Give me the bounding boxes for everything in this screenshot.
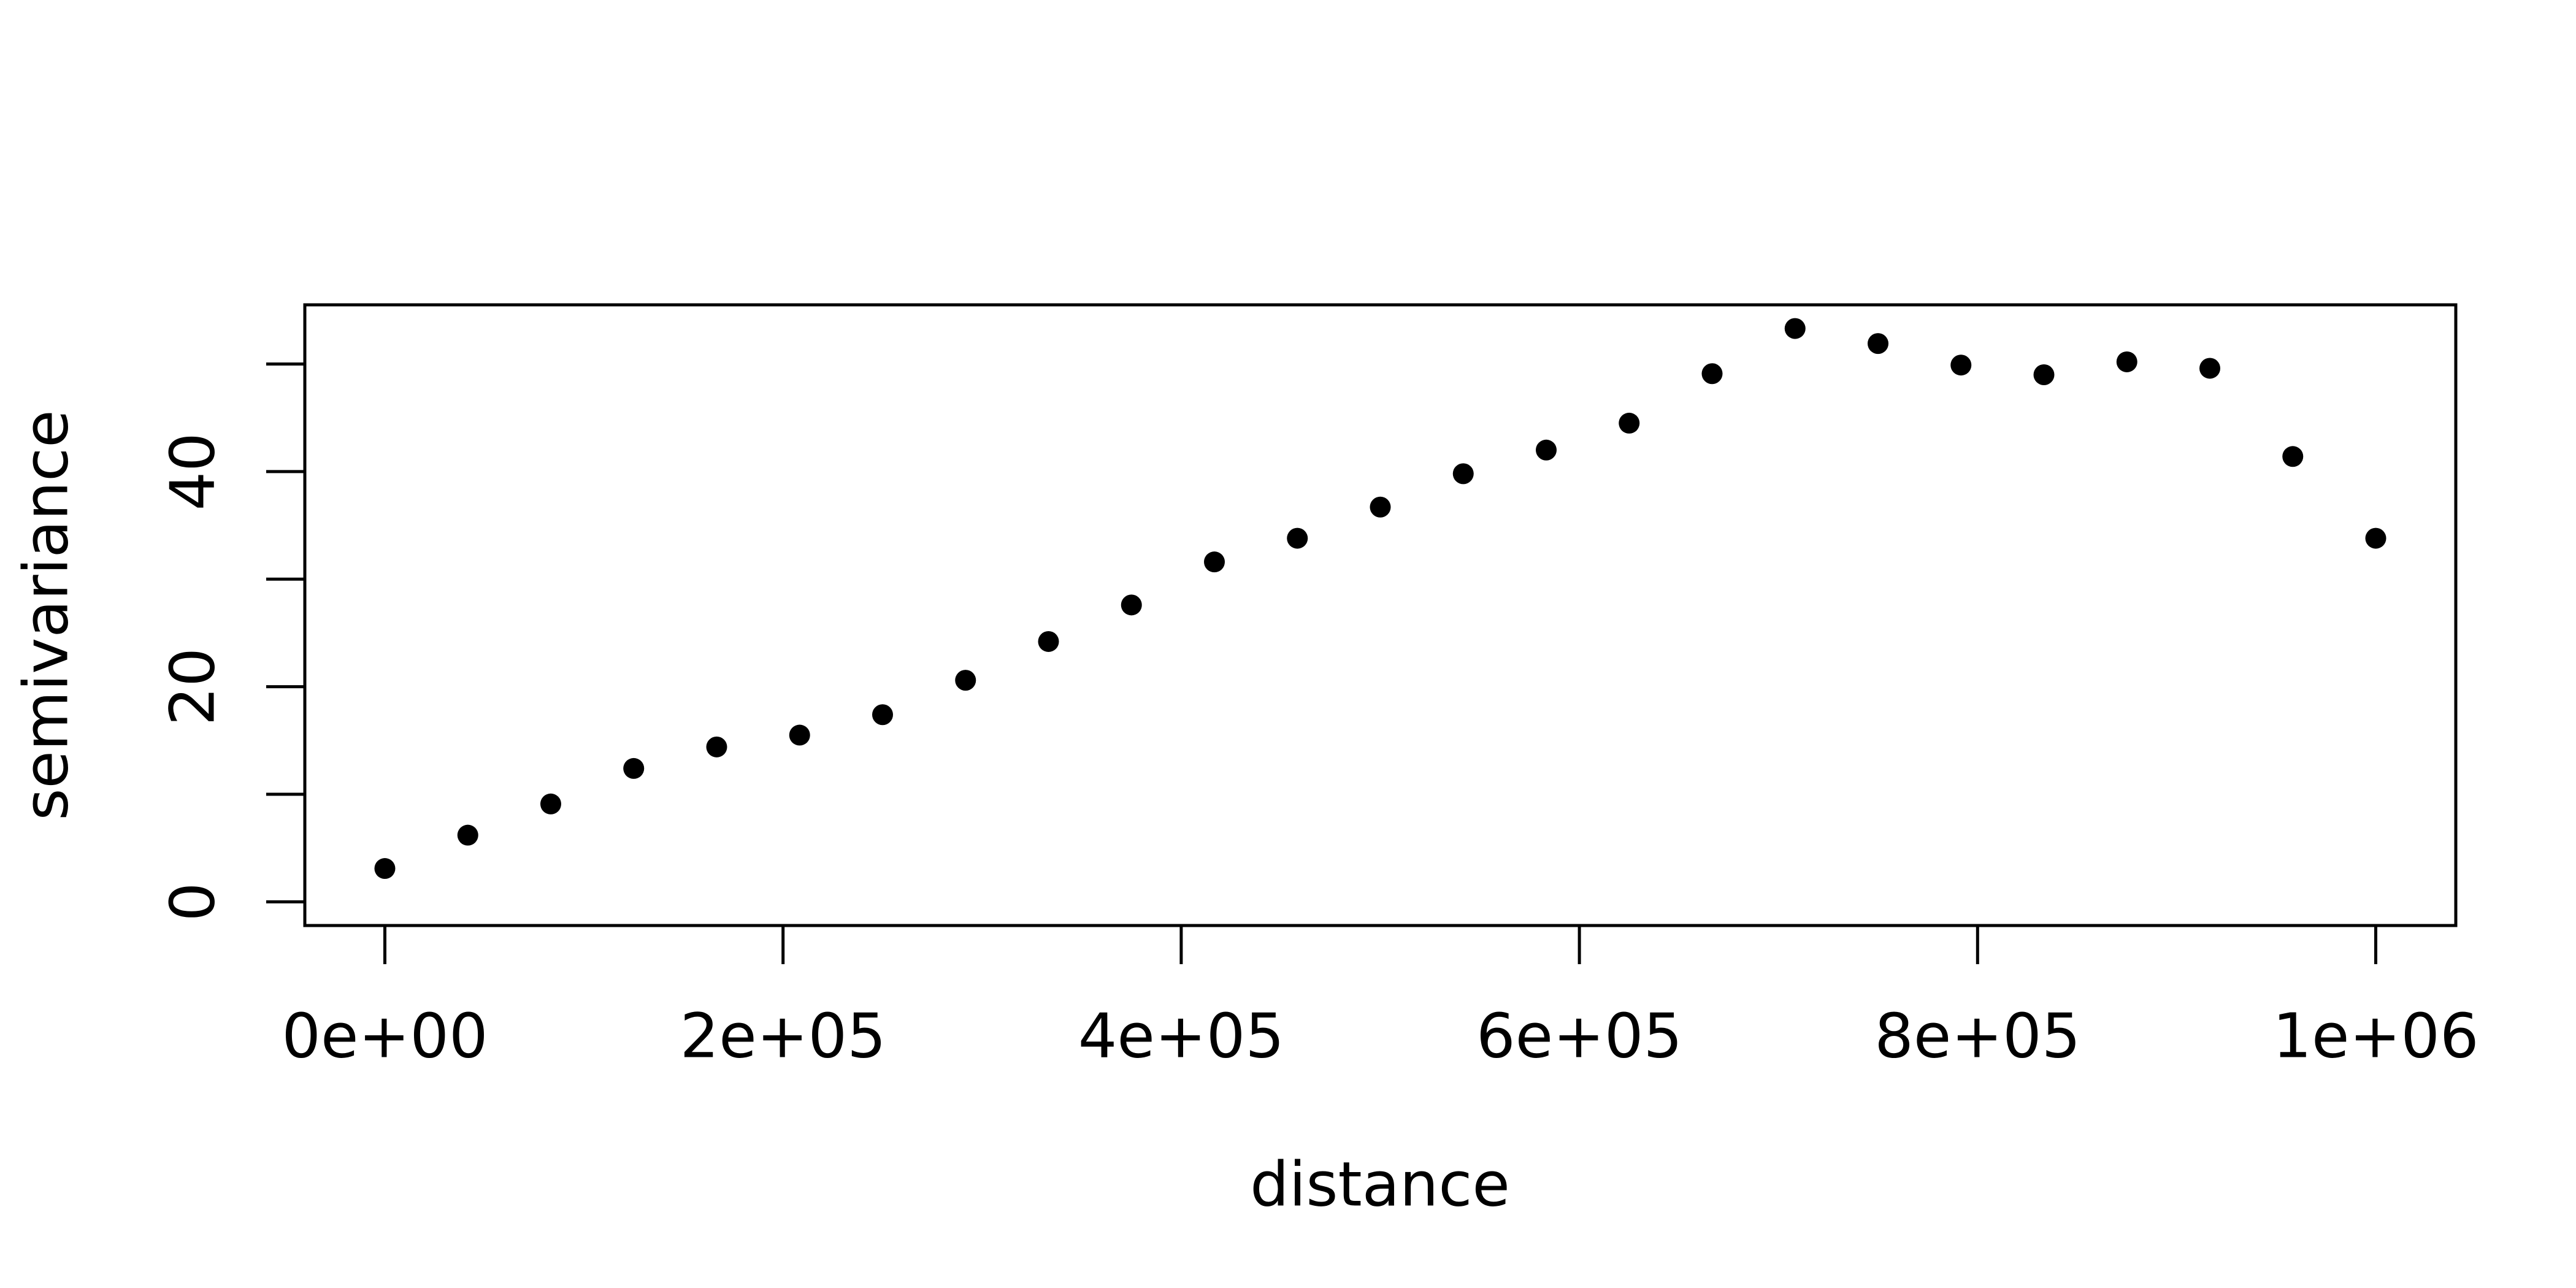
point	[623, 757, 645, 779]
point	[1038, 631, 1059, 652]
point	[955, 670, 976, 691]
point	[1701, 363, 1723, 385]
point	[1536, 439, 1557, 461]
point	[2199, 358, 2221, 379]
point	[540, 793, 561, 815]
y-tick-label: 0	[156, 883, 228, 922]
point	[457, 824, 478, 846]
y-tick-label: 40	[156, 432, 228, 510]
point	[374, 858, 396, 880]
point	[1370, 496, 1391, 518]
x-tick-label: 4e+05	[1078, 1000, 1284, 1071]
point	[2116, 351, 2137, 372]
point	[1950, 355, 1972, 376]
point	[1287, 527, 1308, 549]
point	[2033, 364, 2055, 386]
point	[1784, 318, 1806, 339]
x-tick-label: 2e+05	[680, 1000, 886, 1071]
point	[1203, 551, 1225, 573]
point	[872, 704, 893, 726]
x-tick-label: 0e+00	[282, 1000, 488, 1071]
x-tick-label: 1e+06	[2272, 1000, 2478, 1071]
point	[1868, 333, 1889, 355]
x-tick-label: 6e+05	[1476, 1000, 1682, 1071]
y-axis-title: semivariance	[10, 410, 82, 820]
point	[1121, 594, 1142, 616]
point	[1452, 463, 1474, 485]
x-tick-label: 8e+05	[1874, 1000, 2080, 1071]
point	[706, 736, 727, 757]
point	[1619, 412, 1640, 434]
point	[2365, 527, 2386, 549]
x-axis-title: distance	[1250, 1148, 1510, 1220]
point	[2282, 446, 2304, 467]
y-tick-label: 20	[156, 648, 228, 726]
plot-frame	[303, 303, 2458, 927]
point	[789, 724, 810, 746]
